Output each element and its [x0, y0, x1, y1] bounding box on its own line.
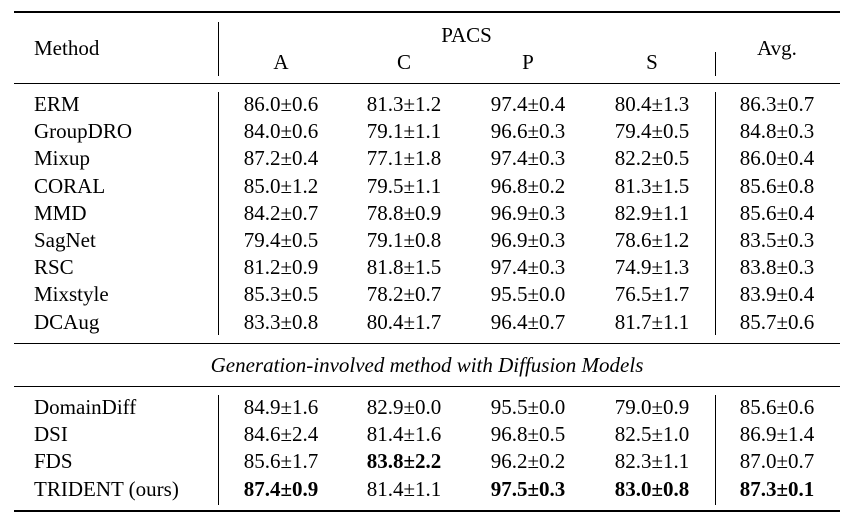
method-header: Method	[34, 36, 100, 60]
value-cell: 84.2±0.7	[243, 201, 319, 225]
avg-cell: 87.3±0.1	[739, 477, 815, 501]
method-cell: TRIDENT (ours)	[34, 477, 179, 501]
value-cell: 85.3±0.5	[243, 282, 319, 306]
body1-vline-left	[218, 92, 220, 335]
method-cell: DSI	[34, 422, 68, 446]
value-cell: 81.7±1.1	[614, 310, 690, 334]
value-cell: 81.3±1.2	[366, 92, 442, 116]
value-cell: 97.4±0.3	[490, 146, 566, 170]
value-cell: 84.0±0.6	[243, 119, 319, 143]
value-cell: 97.4±0.4	[490, 92, 566, 116]
section-title: Generation-involved method with Diffusio…	[210, 353, 644, 377]
value-cell: 82.2±0.5	[614, 146, 690, 170]
avg-cell: 85.7±0.6	[739, 310, 815, 334]
avg-cell: 85.6±0.8	[739, 174, 815, 198]
value-cell: 78.2±0.7	[366, 282, 442, 306]
value-cell: 82.9±0.0	[366, 395, 442, 419]
value-cell: 79.1±1.1	[366, 119, 442, 143]
value-cell: 81.8±1.5	[366, 255, 442, 279]
method-cell: Mixstyle	[34, 282, 109, 306]
avg-cell: 86.3±0.7	[739, 92, 815, 116]
value-cell: 81.4±1.6	[366, 422, 442, 446]
avg-header: Avg.	[757, 36, 797, 60]
method-cell: DCAug	[34, 310, 100, 334]
value-cell: 82.9±1.1	[614, 201, 690, 225]
value-cell: 85.6±1.7	[243, 449, 319, 473]
method-cell: RSC	[34, 255, 74, 279]
method-cell: SagNet	[34, 228, 96, 252]
avg-cell: 85.6±0.6	[739, 395, 815, 419]
value-cell: 80.4±1.7	[366, 310, 442, 334]
value-cell: 79.5±1.1	[366, 174, 442, 198]
value-cell: 77.1±1.8	[366, 146, 442, 170]
method-cell: ERM	[34, 92, 80, 116]
avg-cell: 84.8±0.3	[739, 119, 815, 143]
column-header-a: A	[273, 50, 289, 74]
section-top-rule	[14, 343, 840, 344]
value-cell: 81.4±1.1	[366, 477, 442, 501]
value-cell: 83.3±0.8	[243, 310, 319, 334]
value-cell: 87.4±0.9	[243, 477, 319, 501]
body2-vline-right	[715, 395, 717, 505]
value-cell: 78.8±0.9	[366, 201, 442, 225]
value-cell: 83.8±2.2	[366, 449, 442, 473]
value-cell: 80.4±1.3	[614, 92, 690, 116]
value-cell: 95.5±0.0	[490, 282, 566, 306]
value-cell: 79.1±0.8	[366, 228, 442, 252]
value-cell: 83.0±0.8	[614, 477, 690, 501]
avg-cell: 83.5±0.3	[739, 228, 815, 252]
header-vline-left	[218, 22, 220, 76]
method-cell: GroupDRO	[34, 119, 132, 143]
value-cell: 85.0±1.2	[243, 174, 319, 198]
column-header-s: S	[646, 50, 658, 74]
value-cell: 79.0±0.9	[614, 395, 690, 419]
value-cell: 97.5±0.3	[490, 477, 566, 501]
value-cell: 81.2±0.9	[243, 255, 319, 279]
body2-vline-left	[218, 395, 220, 505]
column-header-c: C	[396, 50, 411, 74]
column-header-p: P	[522, 50, 534, 74]
value-cell: 96.4±0.7	[490, 310, 566, 334]
avg-cell: 86.9±1.4	[739, 422, 815, 446]
avg-cell: 83.9±0.4	[739, 282, 815, 306]
value-cell: 84.9±1.6	[243, 395, 319, 419]
method-cell: CORAL	[34, 174, 106, 198]
section-bottom-rule	[14, 386, 840, 387]
avg-cell: 87.0±0.7	[739, 449, 815, 473]
bottom-rule	[14, 510, 840, 512]
value-cell: 76.5±1.7	[614, 282, 690, 306]
value-cell: 96.9±0.3	[490, 228, 566, 252]
value-cell: 87.2±0.4	[243, 146, 319, 170]
top-rule	[14, 11, 840, 13]
value-cell: 86.0±0.6	[243, 92, 319, 116]
avg-cell: 86.0±0.4	[739, 146, 815, 170]
pacs-group-header: PACS	[441, 23, 492, 47]
method-cell: MMD	[34, 201, 87, 225]
value-cell: 96.6±0.3	[490, 119, 566, 143]
value-cell: 96.8±0.2	[490, 174, 566, 198]
value-cell: 96.2±0.2	[490, 449, 566, 473]
value-cell: 82.5±1.0	[614, 422, 690, 446]
value-cell: 82.3±1.1	[614, 449, 690, 473]
value-cell: 81.3±1.5	[614, 174, 690, 198]
value-cell: 96.9±0.3	[490, 201, 566, 225]
value-cell: 79.4±0.5	[243, 228, 319, 252]
header-rule	[14, 83, 840, 84]
header-vline-right	[715, 52, 717, 76]
body1-vline-right	[715, 92, 717, 335]
value-cell: 96.8±0.5	[490, 422, 566, 446]
value-cell: 84.6±2.4	[243, 422, 319, 446]
value-cell: 95.5±0.0	[490, 395, 566, 419]
method-cell: DomainDiff	[34, 395, 137, 419]
avg-cell: 83.8±0.3	[739, 255, 815, 279]
method-cell: FDS	[34, 449, 73, 473]
method-cell: Mixup	[34, 146, 91, 170]
value-cell: 78.6±1.2	[614, 228, 690, 252]
avg-cell: 85.6±0.4	[739, 201, 815, 225]
value-cell: 74.9±1.3	[614, 255, 690, 279]
value-cell: 79.4±0.5	[614, 119, 690, 143]
value-cell: 97.4±0.3	[490, 255, 566, 279]
